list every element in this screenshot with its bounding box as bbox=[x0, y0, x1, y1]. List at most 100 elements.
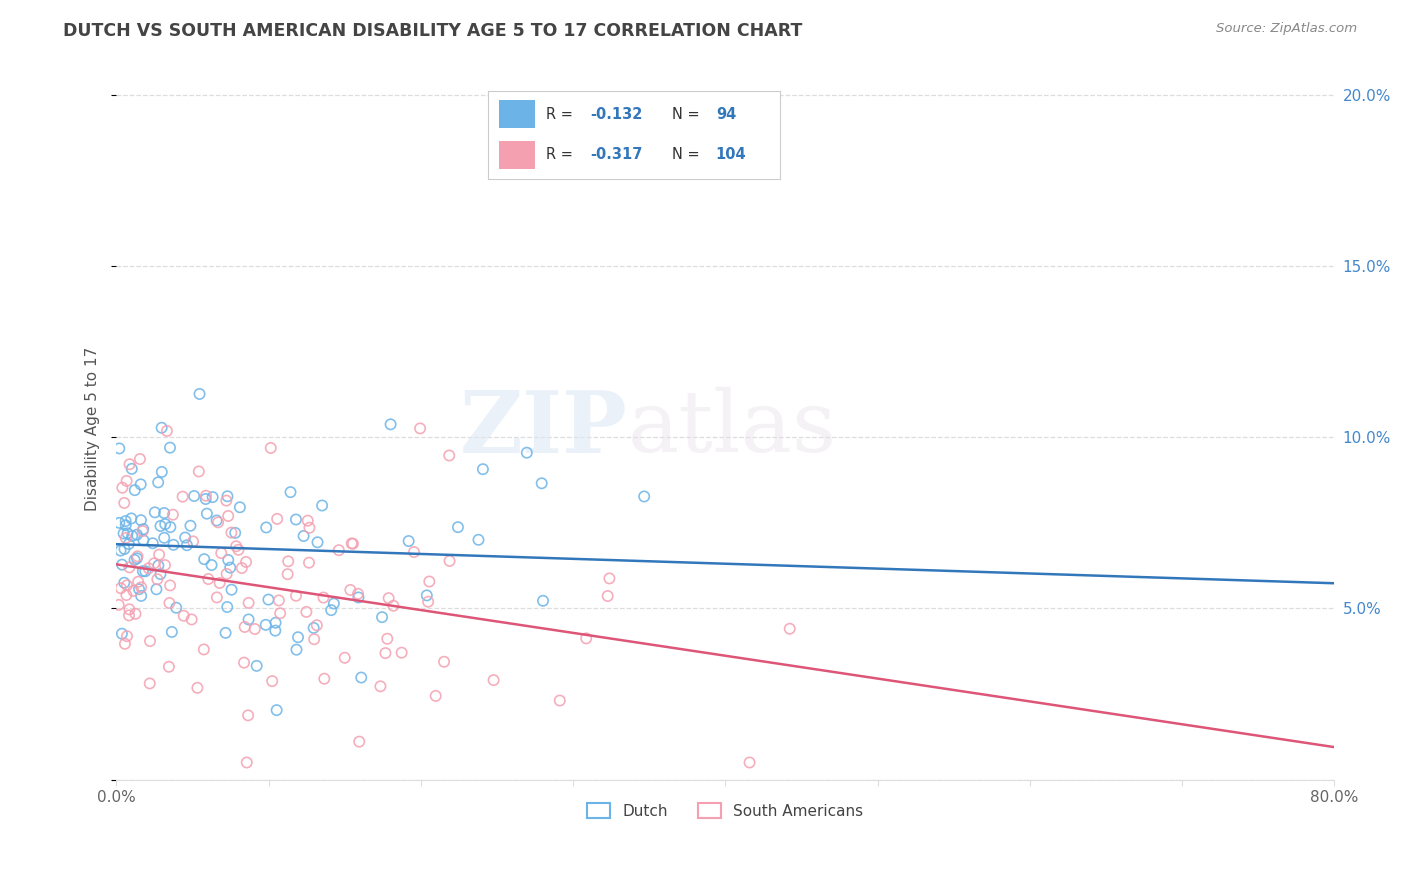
Point bbox=[302, 632, 325, 647]
Point bbox=[224, 525, 246, 540]
Point bbox=[738, 756, 761, 770]
Point bbox=[238, 596, 260, 610]
Point bbox=[409, 421, 432, 435]
Point bbox=[118, 457, 141, 471]
Point bbox=[172, 490, 194, 504]
Point bbox=[174, 531, 197, 545]
Point bbox=[347, 587, 370, 601]
Point bbox=[201, 490, 224, 504]
Point bbox=[139, 634, 162, 648]
Point bbox=[197, 572, 219, 586]
Point bbox=[467, 533, 489, 547]
Text: DUTCH VS SOUTH AMERICAN DISABILITY AGE 5 TO 17 CORRELATION CHART: DUTCH VS SOUTH AMERICAN DISABILITY AGE 5… bbox=[63, 22, 803, 40]
Point bbox=[176, 538, 198, 552]
Point bbox=[292, 529, 315, 543]
Point bbox=[118, 537, 141, 551]
Point bbox=[121, 462, 143, 476]
Point bbox=[298, 556, 321, 570]
Point bbox=[298, 521, 321, 535]
Point bbox=[314, 672, 336, 686]
Point bbox=[264, 615, 287, 630]
Point bbox=[217, 489, 239, 503]
Point bbox=[262, 674, 284, 689]
Point bbox=[208, 576, 231, 591]
Point bbox=[264, 624, 287, 638]
Text: Source: ZipAtlas.com: Source: ZipAtlas.com bbox=[1216, 22, 1357, 36]
Point bbox=[228, 542, 250, 557]
Point bbox=[118, 608, 141, 623]
Point bbox=[131, 524, 153, 538]
Point bbox=[254, 617, 277, 632]
Point bbox=[139, 676, 162, 690]
Point bbox=[124, 607, 146, 621]
Point bbox=[418, 595, 440, 609]
Point bbox=[162, 538, 184, 552]
Point bbox=[233, 656, 256, 670]
Point bbox=[129, 513, 152, 527]
Point bbox=[159, 520, 181, 534]
Point bbox=[217, 508, 239, 523]
Point bbox=[143, 557, 166, 571]
Point bbox=[530, 476, 553, 491]
Point bbox=[342, 537, 364, 551]
Point bbox=[111, 558, 134, 572]
Point bbox=[217, 553, 239, 567]
Point bbox=[214, 625, 236, 640]
Point bbox=[425, 689, 447, 703]
Point bbox=[339, 582, 361, 597]
Point bbox=[209, 546, 232, 560]
Point bbox=[110, 543, 132, 558]
Point bbox=[134, 564, 156, 578]
Point bbox=[150, 421, 173, 435]
Point bbox=[157, 659, 180, 673]
Point bbox=[153, 558, 176, 573]
Legend: Dutch, South Americans: Dutch, South Americans bbox=[581, 797, 870, 824]
Point bbox=[482, 673, 505, 687]
Point bbox=[374, 646, 396, 660]
Point bbox=[179, 518, 201, 533]
Point bbox=[238, 612, 260, 626]
Point bbox=[183, 489, 205, 503]
Point bbox=[243, 622, 266, 636]
Point bbox=[548, 693, 571, 707]
Point bbox=[277, 567, 299, 582]
Y-axis label: Disability Age 5 to 17: Disability Age 5 to 17 bbox=[86, 346, 100, 510]
Point bbox=[416, 588, 439, 602]
Point bbox=[143, 505, 166, 519]
Point bbox=[779, 622, 801, 636]
Point bbox=[205, 514, 228, 528]
Point bbox=[269, 607, 291, 621]
Point bbox=[340, 536, 363, 550]
Point bbox=[114, 518, 136, 533]
Point bbox=[221, 582, 243, 597]
Point bbox=[349, 734, 371, 748]
Point bbox=[193, 552, 215, 566]
Point bbox=[418, 574, 440, 589]
Point bbox=[127, 549, 149, 564]
Point bbox=[124, 553, 146, 567]
Point bbox=[382, 599, 405, 613]
Point bbox=[129, 589, 152, 603]
Point bbox=[117, 526, 139, 541]
Point bbox=[160, 624, 183, 639]
Point bbox=[165, 600, 187, 615]
Point bbox=[107, 598, 129, 612]
Point bbox=[159, 441, 181, 455]
Point bbox=[195, 507, 218, 521]
Point bbox=[114, 514, 136, 528]
Point bbox=[153, 531, 176, 545]
Point bbox=[321, 603, 343, 617]
Point bbox=[127, 574, 149, 589]
Point bbox=[129, 580, 152, 594]
Point bbox=[236, 708, 259, 723]
Point bbox=[129, 452, 152, 467]
Point bbox=[129, 477, 152, 491]
Point bbox=[121, 529, 143, 543]
Point bbox=[297, 514, 319, 528]
Point bbox=[157, 596, 180, 610]
Point bbox=[118, 602, 141, 616]
Point bbox=[200, 558, 222, 572]
Point bbox=[439, 449, 461, 463]
Point bbox=[225, 539, 247, 553]
Point bbox=[122, 583, 145, 598]
